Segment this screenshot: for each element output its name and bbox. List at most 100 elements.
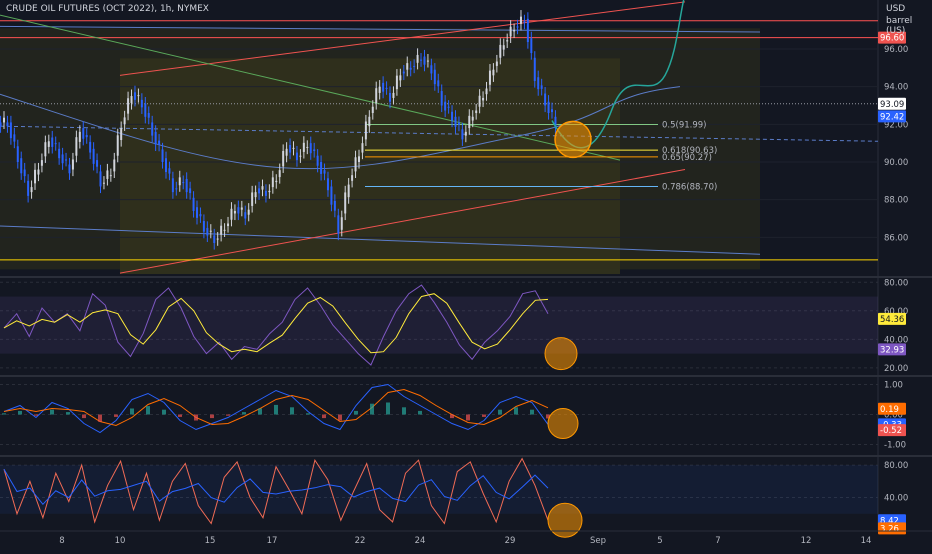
candle-body	[482, 97, 485, 101]
candle-body	[254, 192, 257, 198]
candle-body	[144, 103, 147, 117]
candle-body	[96, 160, 99, 167]
osc-line	[3, 457, 549, 525]
candle-body	[3, 117, 5, 123]
macd-histogram-bar	[242, 412, 246, 415]
macd-histogram-bar	[402, 407, 406, 415]
price-tick-label: 88.00	[884, 196, 908, 206]
candle-body	[171, 178, 174, 193]
candle-body	[475, 110, 478, 114]
candle-body	[23, 169, 26, 177]
candle-body	[547, 101, 550, 114]
rising-channel-top	[119, 1, 686, 76]
time-tick-label: Sep	[590, 536, 606, 546]
macd-histogram-bar	[146, 406, 150, 415]
candle-body	[347, 184, 350, 198]
candle-body	[192, 197, 195, 211]
candle-body	[406, 63, 409, 70]
candle-body	[120, 128, 123, 141]
osc-line	[3, 284, 549, 366]
candle-body	[233, 210, 236, 214]
price-tag-high-bg	[878, 31, 906, 44]
candle-body	[282, 150, 285, 167]
candle-body	[554, 116, 557, 129]
candle-body	[213, 235, 216, 243]
candle-body	[337, 215, 340, 234]
macd-histogram-bar	[338, 414, 342, 421]
time-tick-label: 17	[267, 536, 278, 546]
candle-body	[416, 54, 419, 63]
macd-histogram-bar	[514, 407, 518, 415]
candle-body	[478, 95, 481, 107]
candle-body	[361, 143, 364, 153]
osc-tick-label: 40.00	[884, 335, 908, 345]
candle-body	[333, 200, 336, 211]
candle-body	[9, 122, 12, 139]
candle-body	[178, 177, 181, 186]
candle-body	[340, 217, 343, 230]
candle-body	[202, 221, 205, 232]
candle-body	[158, 140, 161, 145]
rsi-tag: 32.93	[880, 345, 904, 355]
candle-body	[61, 154, 64, 164]
candle-body	[551, 109, 553, 113]
candle-body	[499, 44, 502, 58]
candle-body	[471, 116, 474, 121]
candle-body	[34, 169, 37, 184]
candle-body	[258, 188, 261, 194]
osc-signal-line	[3, 468, 549, 506]
candle-body	[113, 159, 116, 172]
candle-body	[389, 92, 392, 102]
candle-body	[54, 143, 57, 145]
candle-body	[196, 207, 199, 218]
osc-tick-label: -1.00	[884, 441, 906, 451]
candle-body	[375, 88, 378, 103]
candle-body	[447, 106, 450, 108]
macd-tag-signal: 0.19	[880, 405, 899, 415]
macd-histogram-bar	[482, 414, 486, 417]
candle-body	[502, 45, 505, 50]
candle-body	[130, 96, 133, 103]
rsi-ma-tag: 54.36	[880, 315, 904, 325]
candle-body	[530, 38, 533, 54]
candle-body	[357, 156, 360, 162]
candle-body	[523, 21, 526, 23]
candle-body	[137, 95, 140, 97]
candle-body	[30, 187, 33, 193]
highlight-circle	[547, 408, 579, 439]
highlight-circle	[547, 502, 583, 538]
candle-body	[37, 169, 40, 175]
candle-body	[27, 180, 30, 196]
macd-tag-signal-bg	[878, 402, 906, 415]
candle-body	[485, 88, 488, 95]
candle-body	[495, 61, 498, 66]
macd-histogram-bar	[18, 410, 22, 415]
price-tick-label: 96.00	[884, 45, 908, 55]
macd-histogram-bar	[178, 414, 182, 417]
candle-body	[330, 186, 333, 205]
macd-histogram-bar	[194, 414, 198, 421]
macd-histogram-bar	[210, 414, 214, 419]
candle-body	[506, 40, 509, 42]
candle-body	[457, 123, 460, 125]
candle-body	[220, 225, 223, 235]
candle-body	[89, 141, 92, 153]
macd-histogram-bar	[322, 414, 326, 419]
candle-body	[268, 190, 271, 193]
macd-histogram-bar	[162, 409, 166, 415]
candle-body	[209, 230, 212, 232]
candle-body	[65, 159, 68, 161]
candle-body	[189, 188, 192, 194]
candle-body	[47, 141, 50, 147]
macd-histogram-bar	[274, 404, 278, 415]
macd-histogram-bar	[370, 403, 374, 415]
candle-body	[413, 65, 416, 67]
time-tick-label: 24	[415, 536, 426, 546]
candle-body	[13, 134, 16, 142]
candle-body	[468, 115, 471, 129]
candle-body	[102, 182, 105, 184]
candle-body	[251, 192, 254, 206]
macd-histogram-bar	[306, 413, 310, 415]
candle-body	[371, 106, 374, 114]
